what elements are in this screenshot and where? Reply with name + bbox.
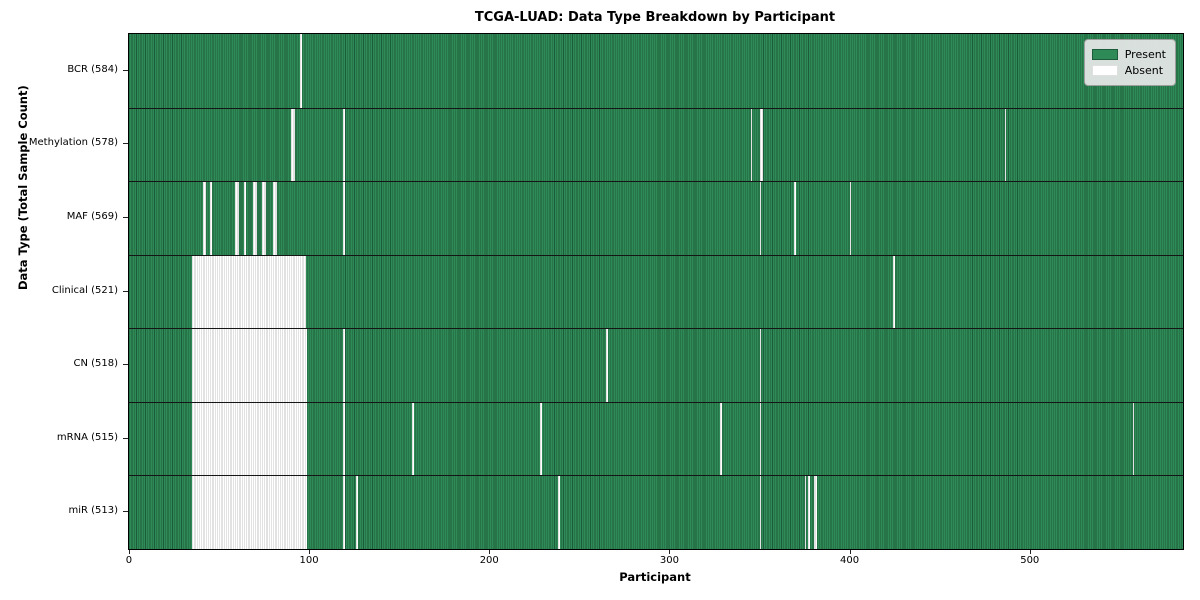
- absent-stripe: [759, 476, 762, 549]
- absent-stripe: [244, 182, 247, 255]
- legend-item-absent: Absent: [1091, 64, 1166, 77]
- absent-stripe: [606, 329, 609, 402]
- x-tick-mark: [849, 550, 851, 554]
- absent-stripe: [892, 255, 895, 329]
- heatmap-row-clinical: [129, 254, 1183, 329]
- absent-stripe: [291, 108, 295, 182]
- absent-stripe: [804, 476, 807, 549]
- x-tick-mark: [309, 550, 311, 554]
- y-tick-label: MAF (569): [66, 210, 118, 222]
- absent-stripe: [192, 255, 306, 329]
- y-tick-label: miR (513): [68, 505, 118, 517]
- absent-stripe: [343, 329, 346, 402]
- heatmap-row-methylation: [129, 107, 1183, 182]
- x-tick-mark: [128, 550, 130, 554]
- y-tick-label: CN (518): [73, 358, 118, 370]
- heatmap-row-cn: [129, 328, 1183, 402]
- y-tick-label: Clinical (521): [51, 284, 118, 296]
- absent-stripe: [759, 108, 764, 182]
- legend-swatch-absent-icon: [1091, 65, 1118, 76]
- y-tick-label: Methylation (578): [28, 137, 118, 149]
- legend-label-present: Present: [1124, 48, 1166, 61]
- absent-stripe: [343, 108, 346, 182]
- absent-stripe: [759, 182, 762, 255]
- absent-stripe: [759, 329, 762, 402]
- absent-stripe: [273, 182, 277, 255]
- absent-stripe: [343, 402, 346, 476]
- absent-stripe: [793, 182, 796, 255]
- heatmap-row-bcr: [129, 34, 1183, 108]
- absent-stripe: [849, 182, 852, 255]
- heatmap-row-mir: [129, 475, 1183, 549]
- x-tick-label: 400: [840, 555, 860, 566]
- absent-stripe: [813, 476, 816, 549]
- absent-stripe: [210, 182, 212, 255]
- absent-stripe: [815, 476, 818, 549]
- absent-stripe: [235, 182, 239, 255]
- absent-stripe: [343, 182, 346, 255]
- legend: Present Absent: [1083, 39, 1176, 86]
- absent-stripe: [202, 182, 207, 255]
- x-tick-label: 500: [1020, 555, 1040, 566]
- absent-stripe: [1004, 108, 1007, 182]
- y-tick-mark: [123, 511, 128, 513]
- y-tick-label: mRNA (515): [56, 431, 118, 443]
- x-tick-mark: [669, 550, 671, 554]
- absent-stripe: [192, 476, 308, 549]
- absent-stripe: [719, 402, 722, 476]
- absent-stripe: [1132, 402, 1135, 476]
- absent-stripe: [557, 476, 560, 549]
- absent-stripe: [192, 329, 308, 402]
- heatmap-row-mrna: [129, 401, 1183, 476]
- absent-stripe: [253, 182, 257, 255]
- x-tick-mark: [489, 550, 491, 554]
- legend-label-absent: Absent: [1124, 64, 1164, 77]
- absent-stripe: [300, 34, 302, 108]
- y-tick-mark: [123, 143, 128, 145]
- x-tick-label: 0: [125, 555, 133, 566]
- absent-stripe: [343, 476, 346, 549]
- y-tick-mark: [123, 216, 128, 218]
- absent-stripe: [808, 476, 811, 549]
- x-tick-label: 200: [479, 555, 499, 566]
- absent-stripe: [411, 402, 414, 476]
- absent-stripe: [262, 182, 266, 255]
- y-tick-label: BCR (584): [67, 63, 118, 75]
- plot-area: Present Absent: [128, 33, 1184, 550]
- absent-stripe: [539, 402, 542, 476]
- legend-item-present: Present: [1091, 48, 1166, 61]
- absent-stripe: [759, 402, 762, 476]
- y-tick-mark: [123, 290, 128, 292]
- absent-stripe: [356, 476, 358, 549]
- chart-title: TCGA-LUAD: Data Type Breakdown by Partic…: [474, 10, 836, 25]
- y-tick-mark: [123, 364, 128, 366]
- absent-stripe: [192, 402, 308, 476]
- absent-stripe: [750, 108, 753, 182]
- legend-swatch-present-icon: [1091, 49, 1118, 60]
- heatmap-row-maf: [129, 181, 1183, 255]
- x-axis-title: Participant: [619, 570, 691, 584]
- x-tick-label: 300: [659, 555, 679, 566]
- x-tick-mark: [1029, 550, 1031, 554]
- x-tick-label: 100: [299, 555, 319, 566]
- y-tick-mark: [123, 69, 128, 71]
- y-tick-mark: [123, 437, 128, 439]
